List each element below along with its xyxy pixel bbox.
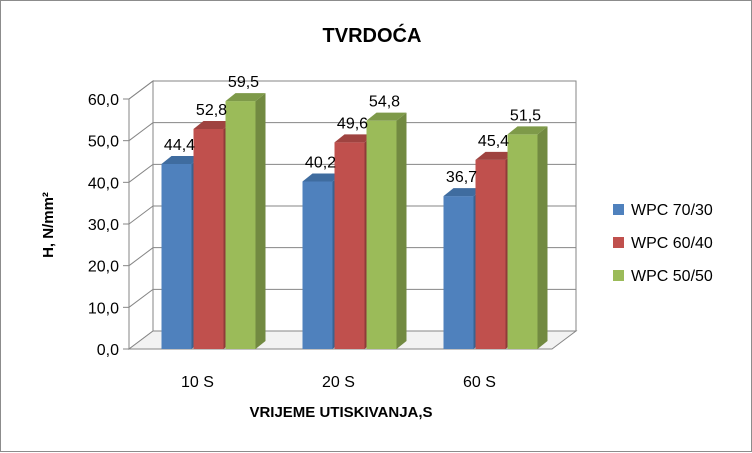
- legend-item: WPC 70/30: [613, 202, 713, 219]
- bar-front: [161, 164, 192, 349]
- y-tick-label: 50,0: [88, 134, 119, 151]
- bar-top: [193, 121, 234, 129]
- data-label: 36,7: [446, 169, 477, 186]
- bar-front: [334, 142, 365, 349]
- bar-top: [225, 93, 266, 102]
- data-label: 52,8: [196, 102, 227, 119]
- y-tick-label: 60,0: [88, 92, 119, 109]
- bar: [225, 93, 266, 349]
- x-axis-title: VRIJEME UTISKIVANJA,S: [249, 404, 432, 421]
- bar-front: [225, 101, 256, 349]
- legend-swatch: [613, 237, 624, 248]
- legend-label: WPC 70/30: [631, 202, 713, 219]
- x-tick-label: 60 S: [463, 374, 496, 391]
- y-tick-label: 20,0: [88, 259, 119, 276]
- legend-swatch: [613, 270, 624, 281]
- x-tick-label: 10 S: [181, 374, 214, 391]
- bar-front: [366, 120, 397, 350]
- data-label: 49,6: [337, 115, 368, 132]
- legend-label: WPC 60/40: [631, 235, 713, 252]
- gridline: [128, 247, 576, 267]
- bar-side: [396, 112, 407, 350]
- legend-item: WPC 60/40: [613, 235, 713, 252]
- data-label: 45,4: [478, 133, 509, 150]
- bars: [161, 93, 548, 350]
- bar: [366, 112, 407, 350]
- y-tick-label: 10,0: [88, 300, 119, 317]
- bar-top: [475, 151, 516, 160]
- chart-title: TVRDOĆA: [323, 23, 422, 47]
- y-tick-label: 40,0: [88, 175, 119, 192]
- bar-top: [507, 126, 548, 135]
- bar-top: [161, 156, 202, 164]
- bar-top: [334, 134, 375, 143]
- bar-front: [302, 181, 333, 349]
- bar-top: [302, 173, 343, 182]
- x-axis-ticks: 10 S 20 S 60 S: [181, 374, 496, 391]
- legend-item: WPC 50/50: [613, 268, 713, 285]
- bar-top: [443, 188, 484, 197]
- bar-side: [255, 93, 266, 349]
- y-tick-label: 30,0: [88, 217, 119, 234]
- y-axis-title: H, N/mm²: [40, 192, 57, 258]
- legend-label: WPC 50/50: [631, 268, 713, 285]
- bar-front: [475, 159, 506, 349]
- y-tick-label: 0,0: [97, 342, 119, 359]
- gridline: [128, 205, 576, 225]
- bar-top: [366, 112, 407, 121]
- data-labels: 44,4 52,859,5 40,2 49,654,8 36,7 45,451,5: [164, 74, 541, 186]
- bar-front: [443, 196, 474, 349]
- data-label: 54,8: [369, 94, 400, 111]
- legend-swatch: [613, 204, 624, 215]
- x-tick-label: 20 S: [322, 374, 355, 391]
- gridline: [128, 288, 576, 308]
- bar: [507, 126, 548, 350]
- gridline: [128, 80, 576, 100]
- bar-front: [193, 129, 224, 349]
- data-label: 59,5: [228, 74, 259, 91]
- data-label: 44,4: [164, 137, 195, 154]
- data-label: 40,2: [305, 155, 336, 172]
- gridline: [128, 122, 576, 142]
- gridline: [128, 163, 576, 183]
- legend: WPC 70/30 WPC 60/40 WPC 50/50: [613, 202, 713, 285]
- gridlines: [128, 80, 576, 308]
- data-label: 51,5: [510, 107, 541, 124]
- bar-side: [537, 126, 548, 350]
- bar-front: [507, 134, 538, 349]
- y-axis-ticks: 0,0 10,0 20,0 30,0 40,0 50,0 60,0: [88, 92, 129, 359]
